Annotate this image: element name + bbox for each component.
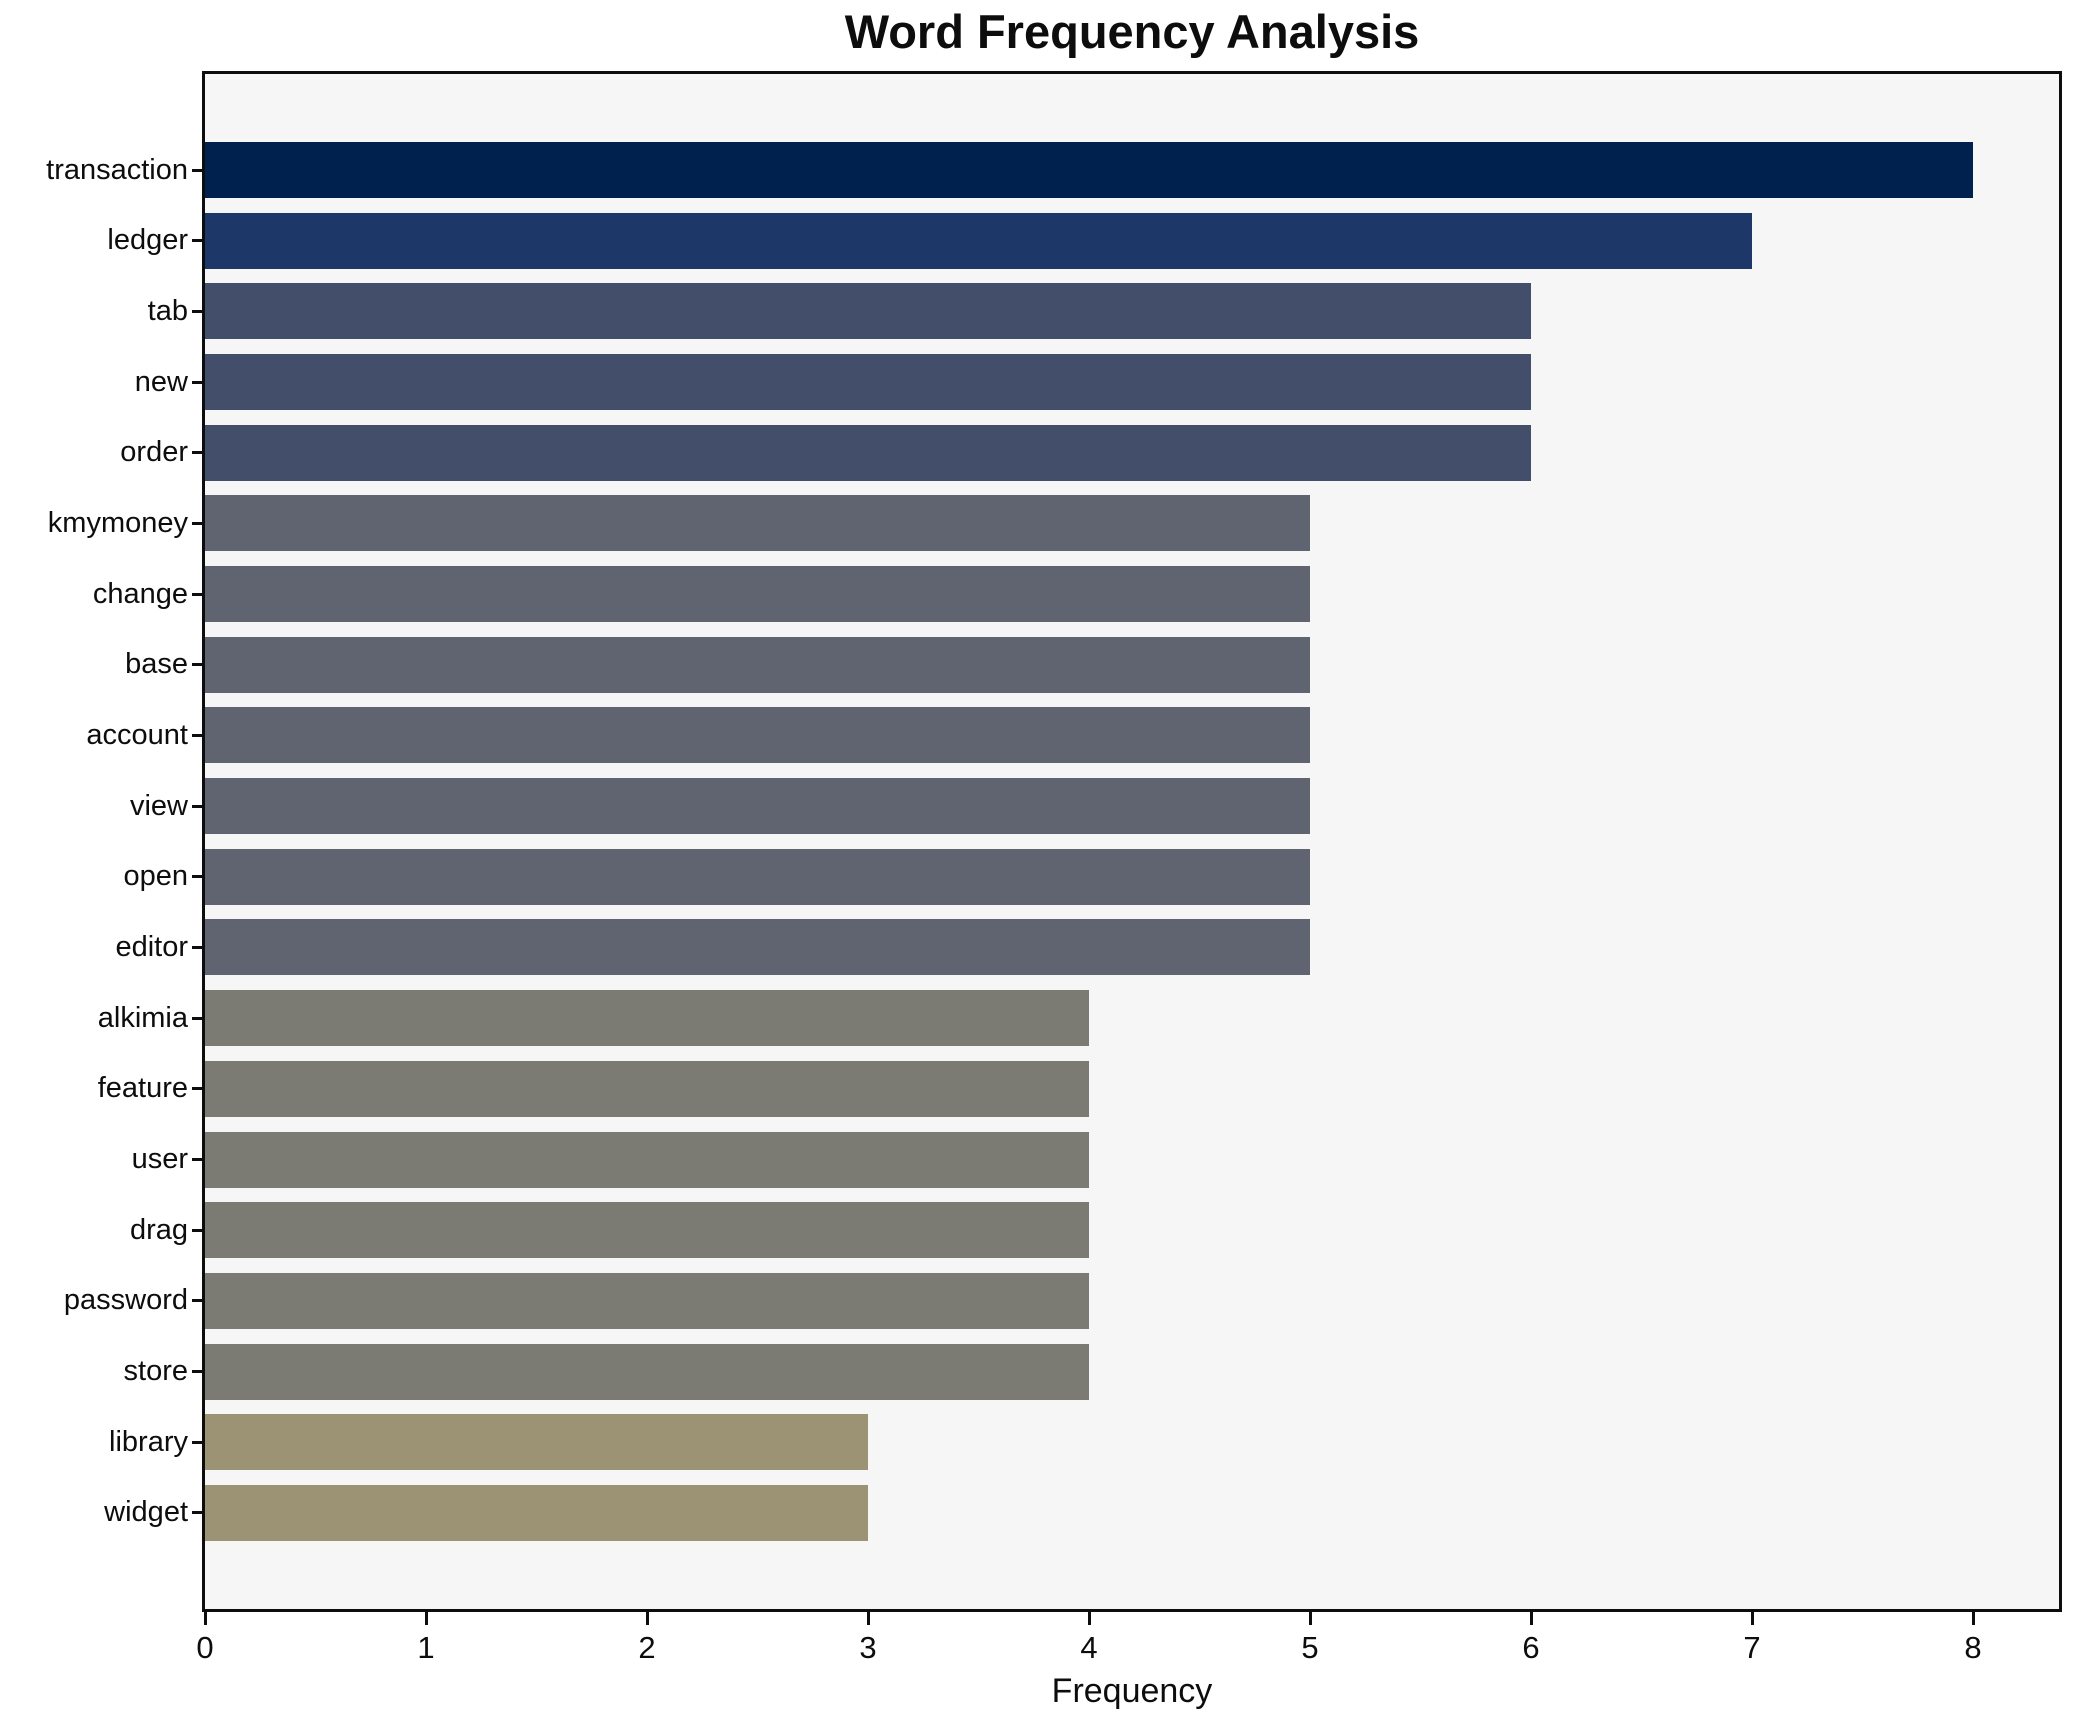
x-tick-mark bbox=[1529, 1612, 1533, 1625]
y-tick-mark bbox=[192, 1440, 202, 1444]
chart-title: Word Frequency Analysis bbox=[844, 5, 1420, 58]
bar-drag bbox=[205, 1202, 1089, 1259]
y-tick-label-ledger: ledger bbox=[107, 224, 188, 257]
bar-account bbox=[205, 707, 1310, 764]
x-tick-label-1: 1 bbox=[417, 1630, 435, 1665]
y-tick-mark bbox=[192, 804, 202, 808]
x-tick-mark bbox=[1308, 1612, 1312, 1625]
bar-kmymoney bbox=[205, 495, 1310, 552]
bar-base bbox=[205, 636, 1310, 693]
x-tick-label-4: 4 bbox=[1080, 1630, 1098, 1665]
bar-store bbox=[205, 1343, 1089, 1400]
y-tick-mark bbox=[192, 733, 202, 737]
x-tick-mark bbox=[1750, 1612, 1754, 1625]
bar-new bbox=[205, 354, 1531, 411]
x-tick-label-5: 5 bbox=[1301, 1630, 1319, 1665]
y-tick-mark bbox=[192, 239, 202, 243]
x-tick-label-6: 6 bbox=[1522, 1630, 1540, 1665]
y-tick-label-order: order bbox=[120, 436, 188, 469]
bar-feature bbox=[205, 1060, 1089, 1117]
y-tick-mark bbox=[192, 1228, 202, 1232]
y-tick-label-base: base bbox=[125, 648, 188, 681]
y-tick-mark bbox=[192, 380, 202, 384]
x-tick-mark bbox=[645, 1612, 649, 1625]
y-tick-mark bbox=[192, 451, 202, 455]
bar-editor bbox=[205, 919, 1310, 976]
y-tick-label-view: view bbox=[129, 789, 188, 822]
y-tick-label-change: change bbox=[92, 577, 188, 610]
bar-order bbox=[205, 424, 1531, 481]
y-tick-label-new: new bbox=[134, 365, 188, 398]
y-tick-mark bbox=[192, 168, 202, 172]
bar-transaction bbox=[205, 142, 1973, 198]
x-axis-title: Frequency bbox=[1051, 1672, 1213, 1710]
y-tick-mark bbox=[192, 309, 202, 313]
y-tick-mark bbox=[192, 663, 202, 667]
y-tick-label-password: password bbox=[63, 1284, 188, 1317]
y-tick-mark bbox=[192, 1511, 202, 1515]
bar-ledger bbox=[205, 212, 1752, 269]
y-tick-label-kmymoney: kmymoney bbox=[47, 506, 188, 539]
x-tick-mark bbox=[203, 1612, 207, 1625]
y-tick-label-drag: drag bbox=[129, 1213, 188, 1246]
y-tick-label-account: account bbox=[86, 718, 188, 751]
x-tick-label-3: 3 bbox=[859, 1630, 877, 1665]
bar-open bbox=[205, 848, 1310, 905]
y-tick-mark bbox=[192, 945, 202, 949]
x-tick-mark bbox=[1087, 1612, 1091, 1625]
y-tick-label-store: store bbox=[123, 1355, 188, 1388]
y-tick-mark bbox=[192, 1158, 202, 1162]
x-tick-mark bbox=[1971, 1612, 1975, 1625]
x-tick-label-2: 2 bbox=[638, 1630, 656, 1665]
x-tick-mark bbox=[424, 1612, 428, 1625]
y-tick-label-user: user bbox=[131, 1143, 188, 1176]
y-tick-mark bbox=[192, 1299, 202, 1303]
y-tick-label-library: library bbox=[109, 1425, 188, 1458]
y-tick-mark bbox=[192, 1016, 202, 1020]
y-tick-label-tab: tab bbox=[147, 294, 188, 327]
bar-user bbox=[205, 1131, 1089, 1188]
y-tick-label-transaction: transaction bbox=[46, 153, 188, 186]
bar-alkimia bbox=[205, 990, 1089, 1047]
y-tick-mark bbox=[192, 1087, 202, 1091]
y-tick-label-editor: editor bbox=[115, 930, 188, 963]
x-tick-label-8: 8 bbox=[1964, 1630, 1982, 1665]
bar-library bbox=[205, 1414, 868, 1471]
y-tick-mark bbox=[192, 521, 202, 525]
y-tick-label-feature: feature bbox=[97, 1072, 188, 1105]
bar-password bbox=[205, 1272, 1089, 1329]
y-tick-mark bbox=[192, 1370, 202, 1374]
bar-view bbox=[205, 778, 1310, 835]
y-tick-mark bbox=[192, 592, 202, 596]
x-tick-mark bbox=[866, 1612, 870, 1625]
y-tick-label-widget: widget bbox=[104, 1496, 188, 1529]
x-tick-label-7: 7 bbox=[1743, 1630, 1761, 1665]
bar-tab bbox=[205, 283, 1531, 340]
y-tick-mark bbox=[192, 875, 202, 879]
y-tick-label-open: open bbox=[123, 860, 188, 893]
bar-widget bbox=[205, 1484, 868, 1541]
bar-change bbox=[205, 566, 1310, 623]
plot-area bbox=[202, 71, 2062, 1612]
x-tick-label-0: 0 bbox=[196, 1630, 214, 1665]
y-tick-label-alkimia: alkimia bbox=[97, 1001, 188, 1034]
